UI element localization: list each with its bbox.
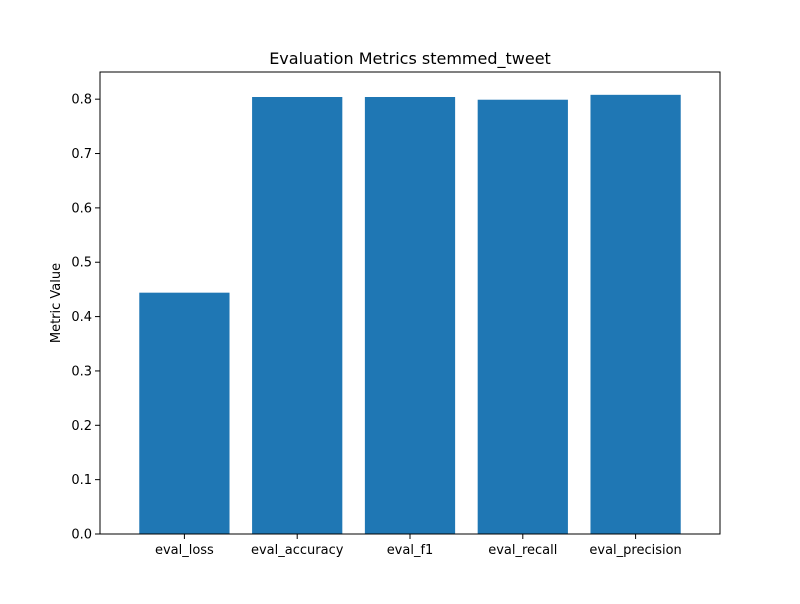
y-tick-label: 0.4 [71, 310, 92, 325]
y-tick-label: 0.0 [71, 528, 92, 543]
bar-eval-precision [590, 94, 681, 534]
bar-eval-recall [477, 99, 568, 534]
y-tick-label: 0.8 [71, 93, 92, 108]
y-tick-label: 0.7 [71, 147, 92, 162]
y-tick-label: 0.6 [71, 201, 92, 216]
bars-group [139, 94, 681, 534]
x-tick-label: eval_f1 [387, 543, 434, 558]
x-tick-label: eval_accuracy [251, 543, 344, 558]
y-tick-label: 0.5 [71, 256, 92, 271]
bar-eval-loss [139, 292, 230, 534]
x-tick-label: eval_precision [589, 543, 681, 558]
x-axis: eval_loss eval_accuracy eval_f1 eval_recall… [155, 534, 682, 558]
y-tick-label: 0.2 [71, 419, 92, 434]
y-tick-label: 0.3 [71, 364, 92, 379]
chart-title: Evaluation Metrics stemmed_tweet [269, 49, 551, 69]
plot-frame [99, 71, 721, 535]
bar-eval-accuracy [252, 97, 343, 534]
y-tick-label: 0.1 [71, 473, 92, 488]
bar-eval-f1 [364, 97, 456, 534]
x-tick-label: eval_loss [155, 543, 214, 558]
y-axis: 0.0 0.1 0.2 0.3 0.4 0.5 0.6 0.7 0.8 [71, 93, 100, 543]
x-tick-label: eval_recall [488, 543, 557, 558]
y-axis-title: Metric Value [49, 263, 64, 343]
